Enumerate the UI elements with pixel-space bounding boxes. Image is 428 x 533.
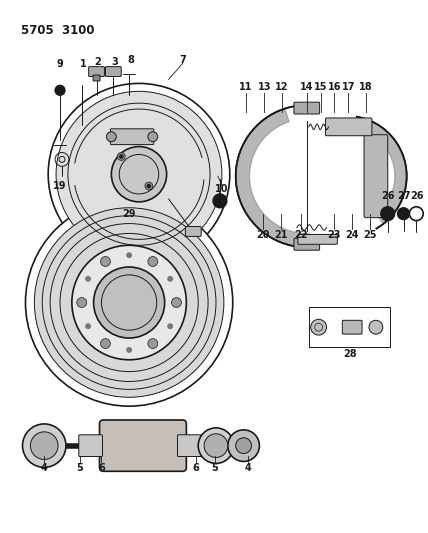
FancyBboxPatch shape [105, 67, 121, 77]
Text: 23: 23 [328, 230, 341, 240]
FancyBboxPatch shape [364, 135, 388, 217]
Circle shape [101, 338, 110, 349]
Text: 3: 3 [111, 56, 118, 67]
Circle shape [213, 194, 227, 208]
Text: 28: 28 [343, 349, 357, 359]
FancyBboxPatch shape [110, 129, 154, 144]
Circle shape [145, 182, 153, 190]
Circle shape [236, 438, 252, 454]
Circle shape [148, 338, 158, 349]
Text: 16: 16 [328, 83, 341, 92]
FancyBboxPatch shape [294, 238, 320, 250]
Text: 10: 10 [215, 184, 229, 194]
FancyBboxPatch shape [298, 235, 337, 244]
Text: 29: 29 [122, 209, 136, 219]
Text: 17: 17 [342, 83, 355, 92]
Circle shape [48, 83, 230, 265]
Circle shape [85, 323, 91, 329]
Circle shape [204, 434, 228, 457]
Circle shape [85, 276, 91, 282]
Text: 24: 24 [345, 230, 359, 240]
Text: 15: 15 [314, 83, 327, 92]
Circle shape [148, 256, 158, 266]
FancyBboxPatch shape [185, 227, 201, 237]
Text: 12: 12 [275, 83, 289, 92]
Circle shape [30, 432, 58, 459]
Text: 5: 5 [76, 463, 83, 473]
Text: 18: 18 [359, 83, 373, 92]
FancyBboxPatch shape [326, 118, 372, 136]
Text: 25: 25 [363, 230, 377, 240]
Text: 8: 8 [128, 55, 134, 64]
Circle shape [77, 297, 87, 308]
FancyBboxPatch shape [309, 308, 389, 347]
Circle shape [55, 85, 65, 95]
Text: 21: 21 [274, 230, 288, 240]
Circle shape [172, 297, 181, 308]
FancyBboxPatch shape [294, 102, 320, 114]
Text: 26: 26 [381, 191, 395, 201]
Text: 9: 9 [56, 59, 63, 69]
Circle shape [94, 267, 165, 338]
Text: 4: 4 [41, 463, 48, 473]
Circle shape [101, 256, 110, 266]
Circle shape [23, 424, 66, 467]
Text: 5705  3100: 5705 3100 [21, 24, 94, 37]
Text: 2: 2 [94, 56, 101, 67]
Circle shape [126, 252, 132, 258]
Circle shape [111, 147, 166, 202]
Text: 20: 20 [257, 230, 270, 240]
Circle shape [26, 199, 233, 406]
FancyBboxPatch shape [93, 75, 100, 81]
Circle shape [147, 184, 151, 188]
Polygon shape [236, 109, 309, 247]
Circle shape [34, 208, 224, 397]
Circle shape [198, 428, 234, 463]
Text: 26: 26 [410, 191, 424, 201]
Text: 1: 1 [80, 59, 87, 69]
FancyBboxPatch shape [89, 67, 104, 77]
Text: 22: 22 [294, 230, 308, 240]
Circle shape [410, 207, 423, 221]
Text: 5: 5 [211, 463, 218, 473]
FancyBboxPatch shape [79, 435, 102, 456]
Circle shape [119, 155, 123, 158]
FancyBboxPatch shape [178, 435, 201, 456]
Circle shape [117, 152, 125, 160]
Text: 14: 14 [300, 83, 314, 92]
Circle shape [228, 430, 259, 462]
FancyBboxPatch shape [99, 420, 186, 471]
Text: 13: 13 [258, 83, 271, 92]
Circle shape [167, 323, 173, 329]
Text: 11: 11 [239, 83, 253, 92]
Text: 4: 4 [244, 463, 251, 473]
Circle shape [167, 276, 173, 282]
Circle shape [311, 319, 327, 335]
Circle shape [107, 132, 116, 142]
Text: 6: 6 [193, 463, 199, 473]
Text: 27: 27 [397, 191, 410, 201]
Text: 6: 6 [98, 463, 105, 473]
Text: 19: 19 [53, 181, 67, 191]
Circle shape [126, 347, 132, 353]
Polygon shape [361, 119, 407, 224]
Circle shape [381, 207, 395, 221]
Circle shape [56, 91, 222, 257]
Text: 7: 7 [179, 55, 186, 64]
Circle shape [398, 208, 410, 220]
Circle shape [72, 245, 186, 360]
FancyBboxPatch shape [342, 320, 362, 334]
Circle shape [148, 132, 158, 142]
Circle shape [369, 320, 383, 334]
